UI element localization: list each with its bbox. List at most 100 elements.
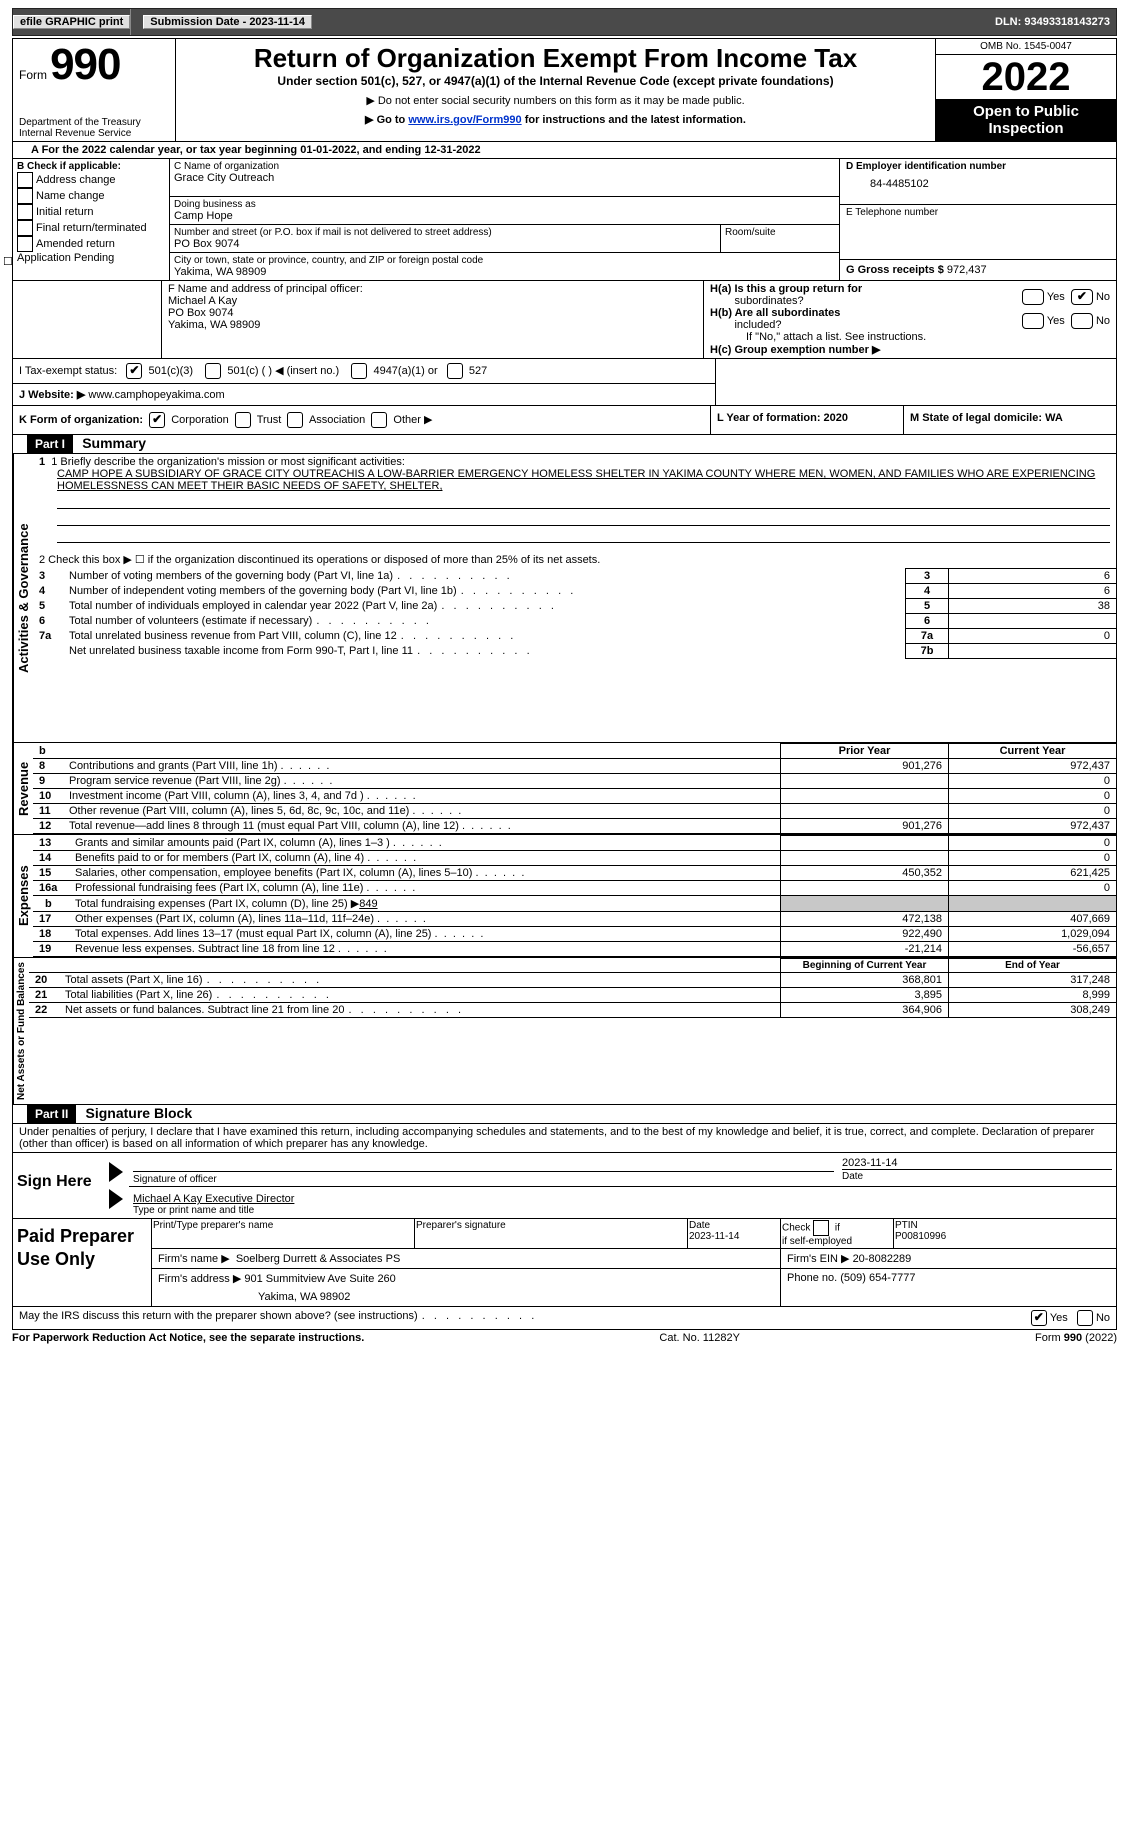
note-ssn: ▶ Do not enter social security numbers o…: [180, 94, 931, 107]
cb-hb-yes[interactable]: [1022, 313, 1044, 329]
sig-officer-label: Signature of officer: [133, 1174, 217, 1185]
preparer-date-cell: Date2023-11-14: [688, 1219, 781, 1249]
table-row: 6 Total number of volunteers (estimate i…: [33, 614, 1116, 629]
open-to-public: Open to PublicInspection: [936, 99, 1116, 141]
firm-addr-cell: Firm's address ▶ 901 Summitview Ave Suit…: [152, 1269, 781, 1307]
vert-expenses: Expenses: [13, 835, 33, 957]
vert-activities: Activities & Governance: [13, 454, 33, 742]
ptin-cell: PTINP00810996: [894, 1219, 1117, 1249]
paid-preparer-label: Paid Preparer Use Only: [13, 1219, 152, 1306]
q2-checkbox: 2 Check this box ▶ ☐ if the organization…: [39, 553, 1110, 566]
table-row: 11 Other revenue (Part VIII, column (A),…: [33, 804, 1116, 819]
cb-name-change[interactable]: [17, 188, 33, 204]
table-row: 10 Investment income (Part VIII, column …: [33, 789, 1116, 804]
cb-address-change[interactable]: [17, 172, 33, 188]
preparer-check-cell: Check ifif self-employed: [781, 1219, 894, 1249]
line-a-taxyear: A For the 2022 calendar year, or tax yea…: [13, 142, 1116, 159]
sig-date: 2023-11-14: [842, 1157, 1112, 1169]
submission-date-button[interactable]: Submission Date - 2023-11-14: [143, 15, 312, 29]
sig-date-label: Date: [842, 1171, 863, 1182]
cb-hb-no[interactable]: [1071, 313, 1093, 329]
row-16b: b Total fundraising expenses (Part IX, c…: [33, 896, 1116, 912]
preparer-name-cell: Print/Type preparer's name: [152, 1219, 415, 1249]
cb-discuss-no[interactable]: [1077, 1310, 1093, 1326]
firm-ein-cell: Firm's EIN ▶ 20-8082289: [781, 1249, 1117, 1269]
part2-header: Part II Signature Block: [13, 1105, 1116, 1124]
irs-discuss-row: May the IRS discuss this return with the…: [13, 1307, 1116, 1329]
form-word: Form: [19, 68, 47, 82]
cb-other[interactable]: [371, 412, 387, 428]
efile-print-button[interactable]: efile GRAPHIC print: [13, 15, 130, 29]
q1-mission: 1 1 Briefly describe the organization's …: [33, 454, 1116, 568]
note-goto: ▶ Go to www.irs.gov/Form990 for instruct…: [180, 113, 931, 126]
preparer-sig-cell: Preparer's signature: [415, 1219, 688, 1249]
box-l: L Year of formation: 2020: [710, 406, 903, 434]
box-f-officer: F Name and address of principal officer:…: [162, 281, 703, 358]
table-row: 14 Benefits paid to or for members (Part…: [33, 851, 1116, 866]
table-row: 12 Total revenue—add lines 8 through 11 …: [33, 819, 1116, 834]
box-g-receipts: G Gross receipts $ 972,437: [840, 260, 1116, 280]
box-k-form-org: K Form of organization: Corporation Trus…: [13, 406, 710, 434]
table-row: 8 Contributions and grants (Part VIII, l…: [33, 759, 1116, 774]
box-h: H(a) Is this a group return for subordin…: [703, 281, 1116, 358]
cb-4947[interactable]: [351, 363, 367, 379]
table-row: 3 Number of voting members of the govern…: [33, 569, 1116, 584]
cb-initial-return[interactable]: [17, 204, 33, 220]
table-row: 19 Revenue less expenses. Subtract line …: [33, 942, 1116, 957]
sign-here-label: Sign Here: [13, 1153, 109, 1218]
dept-treasury: Department of the Treasury: [19, 117, 169, 128]
box-b: B Check if applicable: Address change Na…: [13, 159, 170, 280]
arrow-icon: [109, 1189, 123, 1209]
cb-assoc[interactable]: [287, 412, 303, 428]
dln-label: DLN: 93493318143273: [989, 16, 1116, 28]
table-row: 22 Net assets or fund balances. Subtract…: [29, 1003, 1116, 1018]
cb-corp[interactable]: [149, 412, 165, 428]
col-header-row: b Prior Year Current Year: [33, 744, 1116, 759]
cb-discuss-yes[interactable]: [1031, 1310, 1047, 1326]
perjury-declaration: Under penalties of perjury, I declare th…: [13, 1124, 1116, 1153]
form-title: Return of Organization Exempt From Incom…: [180, 43, 931, 74]
cb-527[interactable]: [447, 363, 463, 379]
table-row: 18 Total expenses. Add lines 13–17 (must…: [33, 927, 1116, 942]
table-row: Net unrelated business taxable income fr…: [33, 644, 1116, 659]
box-e-phone: E Telephone number: [840, 205, 1116, 260]
sig-name-title: Michael A Kay Executive Director: [133, 1193, 1112, 1205]
box-d-ein: D Employer identification number 84-4485…: [840, 159, 1116, 205]
cb-501c3[interactable]: [126, 363, 142, 379]
part1-header: Part I Summary: [13, 435, 1116, 454]
cb-final-return[interactable]: [17, 220, 33, 236]
table-row: 4 Number of independent voting members o…: [33, 584, 1116, 599]
box-j-website: J Website: ▶ www.camphopeyakima.com: [13, 384, 715, 405]
form990-link[interactable]: www.irs.gov/Form990: [408, 114, 521, 126]
cb-ha-yes[interactable]: [1022, 289, 1044, 305]
box-i-tax-status: I Tax-exempt status: 501(c)(3) 501(c) ( …: [13, 359, 715, 384]
table-row: 16a Professional fundraising fees (Part …: [33, 881, 1116, 896]
form-number: 990: [50, 40, 120, 89]
table-row: 20 Total assets (Part X, line 16) 368,80…: [29, 973, 1116, 988]
cb-ha-no[interactable]: [1071, 289, 1093, 305]
box-m: M State of legal domicile: WA: [903, 406, 1116, 434]
firm-name-cell: Firm's name ▶ Soelberg Durrett & Associa…: [152, 1249, 781, 1269]
tax-year: 2022: [936, 55, 1116, 99]
cb-amended[interactable]: [17, 236, 33, 252]
cb-501c[interactable]: [205, 363, 221, 379]
cb-trust[interactable]: [235, 412, 251, 428]
form-subtitle: Under section 501(c), 527, or 4947(a)(1)…: [180, 74, 931, 88]
table-row: 9 Program service revenue (Part VIII, li…: [33, 774, 1116, 789]
table-row: 13 Grants and similar amounts paid (Part…: [33, 836, 1116, 851]
box-c: C Name of organization Grace City Outrea…: [170, 159, 839, 280]
table-row: 7a Total unrelated business revenue from…: [33, 629, 1116, 644]
net-header-row: Beginning of Current Year End of Year: [29, 959, 1116, 973]
cb-self-employed[interactable]: [813, 1220, 829, 1236]
form-header: Form 990 Department of the Treasury Inte…: [13, 39, 1116, 142]
table-row: 17 Other expenses (Part IX, column (A), …: [33, 912, 1116, 927]
table-row: 21 Total liabilities (Part X, line 26) 3…: [29, 988, 1116, 1003]
vert-revenue: Revenue: [13, 743, 33, 834]
sig-name-label: Type or print name and title: [133, 1205, 1112, 1216]
omb-number: OMB No. 1545-0047: [936, 39, 1116, 55]
vert-net-assets: Net Assets or Fund Balances: [13, 958, 29, 1104]
arrow-icon: [109, 1162, 123, 1182]
table-row: 5 Total number of individuals employed i…: [33, 599, 1116, 614]
efile-top-bar: efile GRAPHIC print Submission Date - 20…: [12, 8, 1117, 36]
firm-phone-cell: Phone no. (509) 654-7777: [781, 1269, 1117, 1307]
